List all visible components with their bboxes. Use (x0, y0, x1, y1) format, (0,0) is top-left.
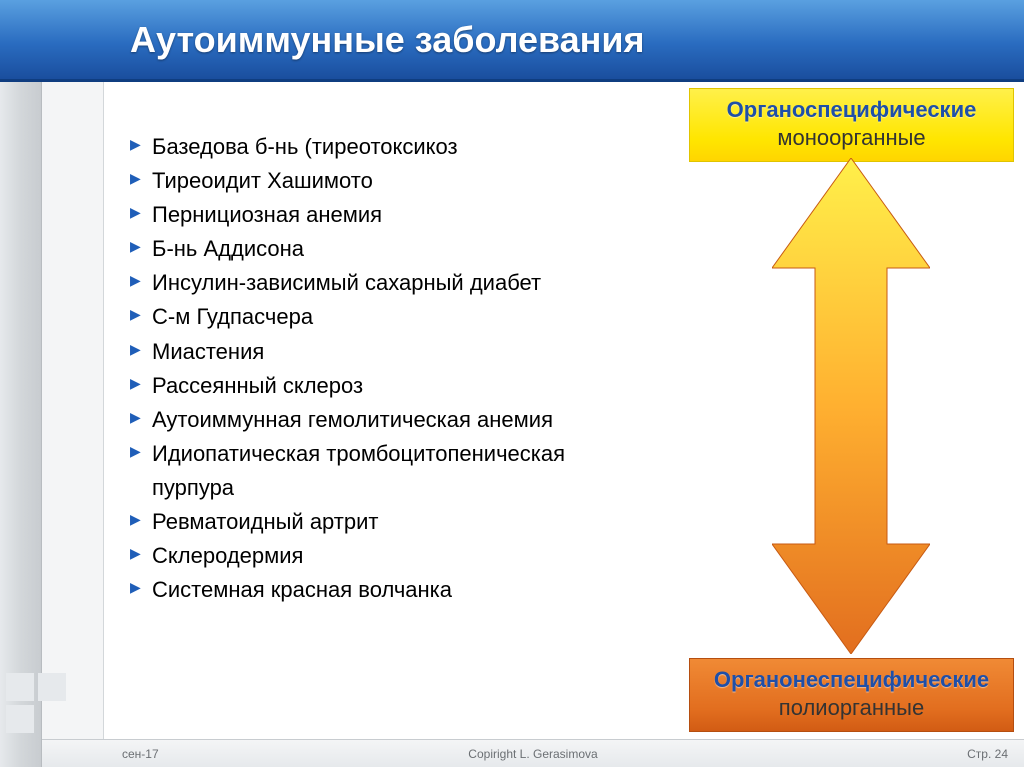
footer-copyright: Copiright L. Gerasimova (468, 747, 597, 761)
list-item: Системная красная волчанка (130, 573, 600, 607)
list-item: С-м Гудпасчера (130, 300, 600, 334)
footer-date: сен-17 (122, 747, 159, 761)
organ-specific-box: Органоспецифические моноорганные (689, 88, 1014, 162)
gradient-arrow (772, 158, 930, 654)
logo-squares (6, 673, 96, 733)
slide-title: Аутоиммунные заболевания (130, 19, 645, 61)
box-top-title: Органоспецифические (696, 97, 1007, 123)
list-item: Инсулин-зависимый сахарный диабет (130, 266, 600, 300)
left-inner-strip (42, 0, 104, 767)
list-item: Склеродермия (130, 539, 600, 573)
list-item: Тиреоидит Хашимото (130, 164, 600, 198)
list-item: Пернициозная анемия (130, 198, 600, 232)
box-bottom-title: Органонеспецифические (696, 667, 1007, 693)
square-icon (38, 673, 66, 701)
square-icon (6, 673, 34, 701)
box-top-subtitle: моноорганные (696, 125, 1007, 151)
bullet-content: Базедова б-нь (тиреотоксикоз Тиреоидит Х… (130, 130, 600, 607)
list-item: Ревматоидный артрит (130, 505, 600, 539)
title-bar: Аутоиммунные заболевания (0, 0, 1024, 82)
square-icon (6, 705, 34, 733)
footer-bar: сен-17 Copiright L. Gerasimova Стр. 24 (42, 739, 1024, 767)
left-strip (0, 0, 42, 767)
disease-list: Базедова б-нь (тиреотоксикоз Тиреоидит Х… (130, 130, 600, 607)
box-bottom-subtitle: полиорганные (696, 695, 1007, 721)
list-item: Идиопатическая тромбоцитопеническая пурп… (130, 437, 600, 505)
double-arrow-path (772, 158, 930, 654)
list-item: Миастения (130, 335, 600, 369)
list-item: Рассеянный склероз (130, 369, 600, 403)
footer-page: Стр. 24 (967, 747, 1008, 761)
list-item: Аутоиммунная гемолитическая анемия (130, 403, 600, 437)
organ-nonspecific-box: Органонеспецифические полиорганные (689, 658, 1014, 732)
list-item: Базедова б-нь (тиреотоксикоз (130, 130, 600, 164)
list-item: Б-нь Аддисона (130, 232, 600, 266)
